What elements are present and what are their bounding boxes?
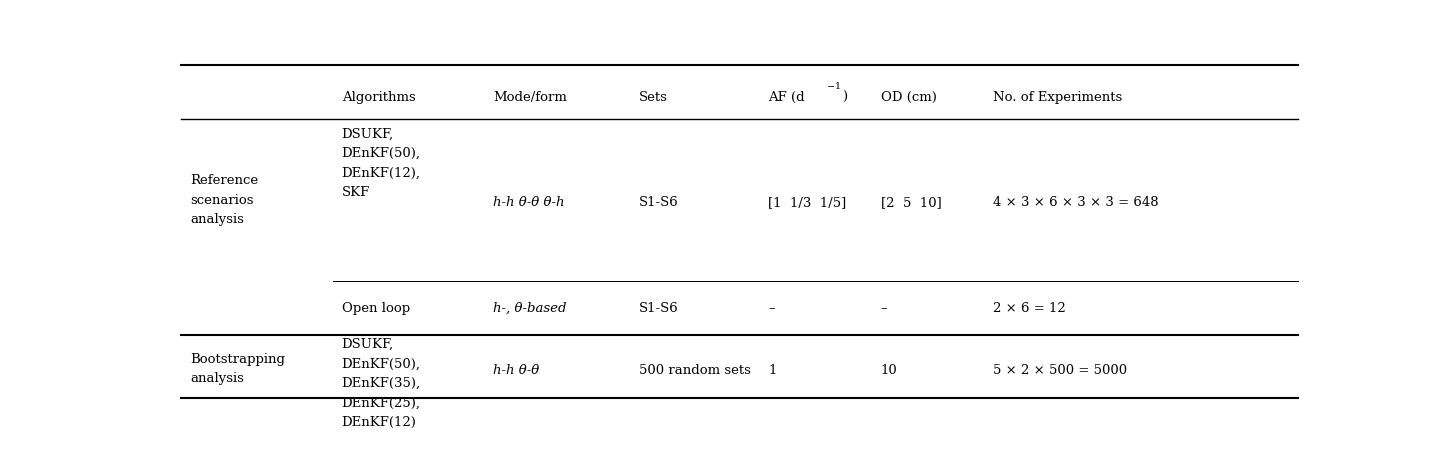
Text: ): ): [842, 91, 848, 104]
Text: h-h θ-θ θ-h: h-h θ-θ θ-h: [493, 195, 565, 208]
Text: No. of Experiments: No. of Experiments: [993, 91, 1123, 104]
Text: OD (cm): OD (cm): [881, 91, 936, 104]
Text: Reference
scenarios
analysis: Reference scenarios analysis: [190, 174, 258, 226]
Text: 1: 1: [768, 364, 777, 377]
Text: [1  1/3  1/5]: [1 1/3 1/5]: [768, 195, 846, 208]
Text: AF (d: AF (d: [768, 91, 806, 104]
Text: Mode/form: Mode/form: [493, 91, 567, 104]
Text: −1: −1: [827, 82, 840, 91]
Text: S1-S6: S1-S6: [639, 301, 680, 314]
Text: 5 × 2 × 500 = 5000: 5 × 2 × 500 = 5000: [993, 364, 1127, 377]
Text: –: –: [768, 301, 775, 314]
Text: h-h θ-θ: h-h θ-θ: [493, 364, 539, 377]
Text: S1-S6: S1-S6: [639, 195, 680, 208]
Text: 500 random sets: 500 random sets: [639, 364, 751, 377]
Text: 4 × 3 × 6 × 3 × 3 = 648: 4 × 3 × 6 × 3 × 3 = 648: [993, 195, 1159, 208]
Text: [2  5  10]: [2 5 10]: [881, 195, 942, 208]
Text: DSUKF,
DEnKF(50),
DEnKF(12),
SKF: DSUKF, DEnKF(50), DEnKF(12), SKF: [342, 127, 420, 198]
Text: –: –: [881, 301, 887, 314]
Text: Open loop: Open loop: [342, 301, 410, 314]
Text: 10: 10: [881, 364, 897, 377]
Text: Sets: Sets: [639, 91, 668, 104]
Text: 2 × 6 = 12: 2 × 6 = 12: [993, 301, 1066, 314]
Text: Algorithms: Algorithms: [342, 91, 416, 104]
Text: DSUKF,
DEnKF(50),
DEnKF(35),
DEnKF(25),
DEnKF(12): DSUKF, DEnKF(50), DEnKF(35), DEnKF(25), …: [342, 337, 420, 428]
Text: h-, θ-based: h-, θ-based: [493, 301, 567, 314]
Text: Bootstrapping
analysis: Bootstrapping analysis: [190, 352, 285, 385]
